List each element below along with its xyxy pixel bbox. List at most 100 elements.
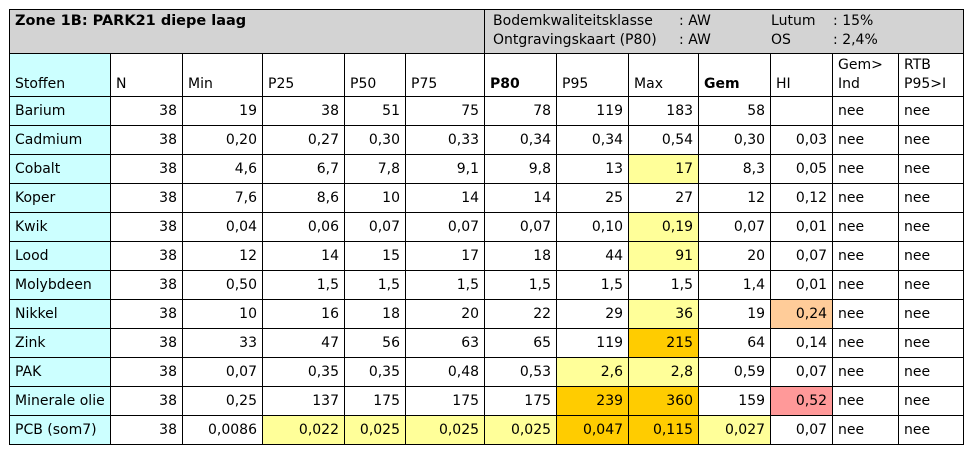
cell-p75: 20 xyxy=(404,299,486,329)
cell-p80: 18 xyxy=(484,241,558,271)
info-label-2: Lutum xyxy=(771,13,816,29)
cell-hi: 0,07 xyxy=(770,357,834,387)
cell-p80: 0,025 xyxy=(484,415,558,445)
cell-p80: 14 xyxy=(484,183,558,213)
table-row: Cobalt 38 4,6 6,7 7,8 9,1 9,8 13 17 8,3 0,05 nee nee xyxy=(9,154,965,184)
column-header-label: Min xyxy=(188,76,213,92)
substance-name: PCB (som7) xyxy=(9,415,111,445)
cell-rtb: nee xyxy=(898,154,965,184)
cell-p95: 44 xyxy=(556,241,630,271)
column-header-label: P25 xyxy=(268,76,295,92)
cell-n: 38 xyxy=(110,357,183,387)
table-row: Zink 38 33 47 56 63 65 119 215 64 0,14 nee nee xyxy=(9,328,965,358)
cell-hi: 0,07 xyxy=(770,415,834,445)
column-header-gemind: Gem> Ind xyxy=(832,53,900,97)
cell-p95: 1,5 xyxy=(556,270,630,300)
cell-min: 0,50 xyxy=(182,270,263,300)
column-header-gem: Gem xyxy=(698,53,772,97)
table-title-row: Zone 1B: PARK21 diepe laag Bodemkwalitei… xyxy=(8,9,965,54)
cell-min: 19 xyxy=(182,96,263,126)
cell-gemind: nee xyxy=(832,386,900,416)
column-header-label: Gem> xyxy=(838,57,883,73)
cell-p80: 175 xyxy=(484,386,558,416)
cell-gem: 20 xyxy=(698,241,772,271)
cell-gem: 19 xyxy=(698,299,772,329)
cell-gem: 58 xyxy=(698,96,772,126)
cell-p95: 29 xyxy=(556,299,630,329)
table-row: PCB (som7) 38 0,0086 0,022 0,025 0,025 0,025 0,… xyxy=(9,415,965,445)
table-row: Cadmium 38 0,20 0,27 0,30 0,33 0,34 0,34 0,54 0,3… xyxy=(9,125,965,155)
cell-gem: 0,30 xyxy=(698,125,772,155)
cell-rtb: nee xyxy=(898,212,965,242)
cell-p80: 0,34 xyxy=(484,125,558,155)
cell-hi: 0,24 xyxy=(770,299,834,329)
column-header-label-line2: P95>I xyxy=(904,76,947,92)
cell-max: 91 xyxy=(628,241,700,271)
cell-rtb: nee xyxy=(898,328,965,358)
cell-p25: 0,022 xyxy=(262,415,345,445)
cell-n: 38 xyxy=(110,241,183,271)
cell-p50: 1,5 xyxy=(344,270,406,300)
cell-p80: 78 xyxy=(484,96,558,126)
table-row: Barium 38 19 38 51 75 78 119 183 58 nee nee xyxy=(9,96,965,126)
cell-p95: 0,10 xyxy=(556,212,630,242)
cell-p75: 14 xyxy=(404,183,486,213)
soil-quality-table: Zone 1B: PARK21 diepe laag Bodemkwalitei… xyxy=(8,9,965,445)
cell-p25: 8,6 xyxy=(262,183,345,213)
cell-n: 38 xyxy=(110,299,183,329)
cell-gemind: nee xyxy=(832,183,900,213)
info-line-1: Bodemkwaliteitsklasse : AW Lutum : 15% xyxy=(493,12,955,31)
cell-n: 38 xyxy=(110,125,183,155)
cell-gem: 0,027 xyxy=(698,415,772,445)
cell-max: 215 xyxy=(628,328,700,358)
info-value: : AW xyxy=(679,32,711,48)
cell-p50: 175 xyxy=(344,386,406,416)
cell-max: 36 xyxy=(628,299,700,329)
cell-min: 4,6 xyxy=(182,154,263,184)
substance-name: Lood xyxy=(9,241,111,271)
cell-gemind: nee xyxy=(832,328,900,358)
cell-p50: 0,025 xyxy=(344,415,406,445)
column-header-p95: P95 xyxy=(556,53,630,97)
substance-name: Cobalt xyxy=(9,154,111,184)
cell-p95: 0,047 xyxy=(556,415,630,445)
cell-p25: 47 xyxy=(262,328,345,358)
cell-rtb: nee xyxy=(898,241,965,271)
cell-gem: 1,4 xyxy=(698,270,772,300)
cell-max: 1,5 xyxy=(628,270,700,300)
table-row: Minerale olie 38 0,25 137 175 175 175 239 360 159… xyxy=(9,386,965,416)
cell-gemind: nee xyxy=(832,212,900,242)
cell-p80: 22 xyxy=(484,299,558,329)
cell-min: 0,0086 xyxy=(182,415,263,445)
cell-min: 33 xyxy=(182,328,263,358)
info-line-2: Ontgravingskaart (P80) : AW OS : 2,4% xyxy=(493,31,955,50)
cell-gem: 0,07 xyxy=(698,212,772,242)
cell-n: 38 xyxy=(110,386,183,416)
cell-p95: 0,34 xyxy=(556,125,630,155)
substance-name: Minerale olie xyxy=(9,386,111,416)
cell-p50: 10 xyxy=(344,183,406,213)
table-row: Nikkel 38 10 16 18 20 22 29 36 19 0,24 nee nee xyxy=(9,299,965,329)
cell-p75: 0,48 xyxy=(404,357,486,387)
cell-p95: 119 xyxy=(556,96,630,126)
cell-max: 2,8 xyxy=(628,357,700,387)
column-header-label: P95 xyxy=(562,76,589,92)
cell-p75: 1,5 xyxy=(404,270,486,300)
cell-p80: 1,5 xyxy=(484,270,558,300)
substance-name: Kwik xyxy=(9,212,111,242)
cell-p25: 6,7 xyxy=(262,154,345,184)
cell-hi: 0,03 xyxy=(770,125,834,155)
cell-hi: 0,12 xyxy=(770,183,834,213)
cell-rtb: nee xyxy=(898,386,965,416)
column-header-label: P75 xyxy=(411,76,438,92)
cell-p50: 7,8 xyxy=(344,154,406,184)
cell-p75: 63 xyxy=(404,328,486,358)
cell-rtb: nee xyxy=(898,270,965,300)
cell-p75: 0,025 xyxy=(404,415,486,445)
column-header-label: Gem xyxy=(704,76,740,92)
column-header-p50: P50 xyxy=(344,53,406,97)
cell-hi: 0,01 xyxy=(770,212,834,242)
cell-p50: 56 xyxy=(344,328,406,358)
substance-name: PAK xyxy=(9,357,111,387)
cell-n: 38 xyxy=(110,328,183,358)
